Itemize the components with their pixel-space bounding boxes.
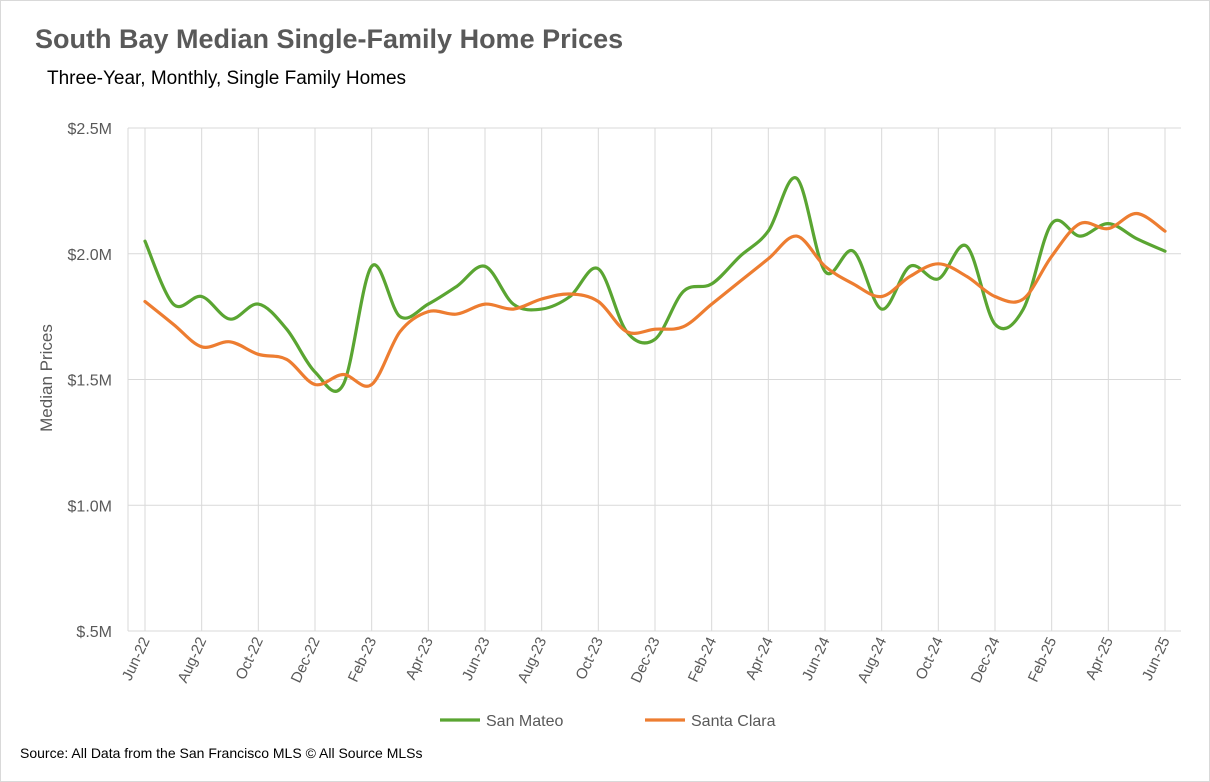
x-tick-label: Aug-22: [174, 635, 210, 686]
series-line-santa-clara: [143, 211, 1167, 388]
y-tick-label: $2.5M: [68, 121, 112, 138]
chart-title: South Bay Median Single-Family Home Pric…: [35, 24, 624, 54]
x-tick-label: Oct-22: [233, 635, 267, 683]
x-tick-label: Jun-24: [799, 635, 834, 684]
x-tick-label: Feb-23: [345, 635, 380, 685]
x-tick-label: Apr-23: [403, 635, 437, 683]
x-tick-label: Jun-25: [1139, 635, 1174, 684]
x-tick-label: Apr-24: [743, 635, 777, 683]
y-tick-label: $1.5M: [68, 373, 112, 390]
y-axis-label: Median Prices: [37, 324, 56, 432]
x-tick-label: Apr-25: [1083, 635, 1117, 683]
gridlines: [127, 127, 1181, 632]
x-tick-label: Aug-23: [514, 635, 550, 686]
x-tick-label: Oct-24: [913, 635, 947, 683]
x-tick-label: Feb-25: [1025, 635, 1060, 685]
legend-label: Santa Clara: [691, 713, 776, 730]
x-tick-label: Feb-24: [685, 635, 720, 685]
x-tick-label: Jun-22: [119, 635, 154, 684]
x-tick-label: Aug-24: [854, 635, 890, 686]
y-tick-label: $.5M: [76, 624, 112, 641]
x-tick-label: Dec-24: [968, 635, 1004, 686]
legend-label: San Mateo: [486, 713, 563, 730]
chart-subtitle: Three-Year, Monthly, Single Family Homes: [47, 68, 407, 89]
series-line-san-mateo: [143, 176, 1167, 393]
x-tick-label: Oct-23: [573, 635, 607, 683]
x-tick-label: Dec-23: [628, 635, 664, 686]
x-tick-label: Jun-23: [459, 635, 494, 684]
legend: San Mateo Santa Clara: [440, 713, 776, 730]
series-lines: [143, 176, 1167, 393]
y-tick-label: $1.0M: [68, 498, 112, 515]
source-note: Source: All Data from the San Francisco …: [20, 745, 423, 761]
y-axis-tick-labels: $2.5M $2.0M $1.5M $1.0M $.5M: [68, 121, 112, 641]
x-tick-label: Dec-22: [288, 635, 324, 686]
x-axis-tick-labels: Jun-22 Aug-22 Oct-22 Dec-22 Feb-23 Apr-23 Jun-…: [119, 635, 1174, 686]
y-tick-label: $2.0M: [68, 247, 112, 264]
